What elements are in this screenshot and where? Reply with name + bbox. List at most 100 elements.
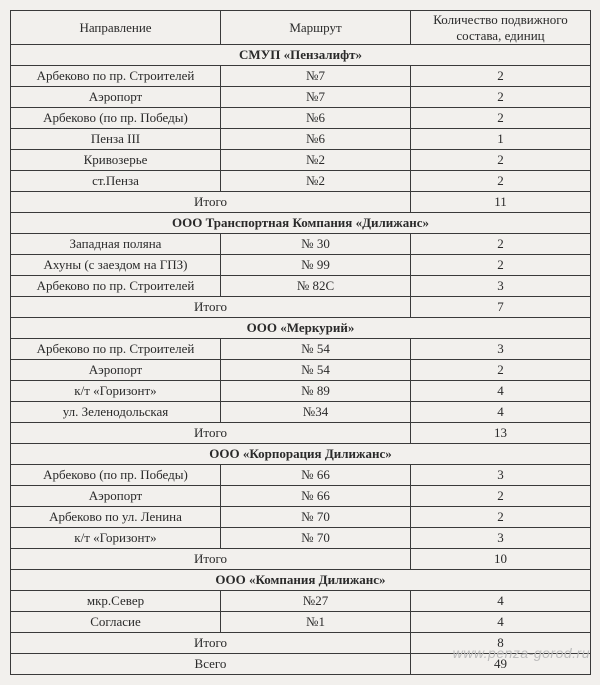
cell-route: №27 — [221, 591, 411, 612]
table-row: к/т «Горизонт»№ 703 — [11, 528, 591, 549]
table-row: Арбеково по пр. Строителей№ 543 — [11, 339, 591, 360]
table-row: Арбеково по ул. Ленина№ 702 — [11, 507, 591, 528]
table-row: мкр.Север№274 — [11, 591, 591, 612]
table-row: Аэропорт№ 662 — [11, 486, 591, 507]
table-row: Арбеково по пр. Строителей№72 — [11, 66, 591, 87]
table-row: Арбеково (по пр. Победы)№62 — [11, 108, 591, 129]
table-row: Кривозерье№22 — [11, 150, 591, 171]
subtotal-label: Итого — [11, 549, 411, 570]
cell-route: №6 — [221, 108, 411, 129]
cell-count: 2 — [411, 507, 591, 528]
subtotal-label: Итого — [11, 192, 411, 213]
cell-count: 3 — [411, 339, 591, 360]
section-header-row: ООО «Компания Дилижанс» — [11, 570, 591, 591]
cell-count: 2 — [411, 255, 591, 276]
section-header-row: ООО Транспортная Компания «Дилижанс» — [11, 213, 591, 234]
table-row: Аэропорт№ 542 — [11, 360, 591, 381]
cell-direction: Аэропорт — [11, 486, 221, 507]
section-title: ООО Транспортная Компания «Дилижанс» — [11, 213, 591, 234]
cell-direction: Западная поляна — [11, 234, 221, 255]
table-row: Западная поляна№ 302 — [11, 234, 591, 255]
cell-route: №2 — [221, 150, 411, 171]
section-title: ООО «Корпорация Дилижанс» — [11, 444, 591, 465]
cell-route: №34 — [221, 402, 411, 423]
section-header-row: СМУП «Пензалифт» — [11, 45, 591, 66]
cell-route: № 82С — [221, 276, 411, 297]
subtotal-row: Итого7 — [11, 297, 591, 318]
cell-count: 4 — [411, 381, 591, 402]
cell-direction: к/т «Горизонт» — [11, 381, 221, 402]
subtotal-value: 8 — [411, 633, 591, 654]
routes-table: НаправлениеМаршрутКоличество подвижного … — [10, 10, 591, 675]
cell-count: 2 — [411, 486, 591, 507]
grand-total-value: 49 — [411, 654, 591, 675]
cell-direction: ул. Зеленодольская — [11, 402, 221, 423]
cell-count: 4 — [411, 402, 591, 423]
cell-route: № 70 — [221, 528, 411, 549]
cell-count: 2 — [411, 234, 591, 255]
cell-route: №2 — [221, 171, 411, 192]
table-row: к/т «Горизонт»№ 894 — [11, 381, 591, 402]
section-header-row: ООО «Корпорация Дилижанс» — [11, 444, 591, 465]
cell-count: 2 — [411, 66, 591, 87]
cell-route: №1 — [221, 612, 411, 633]
subtotal-value: 7 — [411, 297, 591, 318]
grand-total-row: Всего49 — [11, 654, 591, 675]
header-count: Количество подвижного состава, единиц — [411, 11, 591, 45]
cell-direction: Арбеково по ул. Ленина — [11, 507, 221, 528]
cell-direction: Пенза III — [11, 129, 221, 150]
section-title: СМУП «Пензалифт» — [11, 45, 591, 66]
cell-route: № 66 — [221, 486, 411, 507]
table-row: Аэропорт№72 — [11, 87, 591, 108]
cell-direction: Аэропорт — [11, 87, 221, 108]
cell-count: 2 — [411, 150, 591, 171]
table-row: Согласие№14 — [11, 612, 591, 633]
table-row: ст.Пенза№22 — [11, 171, 591, 192]
cell-direction: Кривозерье — [11, 150, 221, 171]
section-header-row: ООО «Меркурий» — [11, 318, 591, 339]
cell-direction: Арбеково (по пр. Победы) — [11, 108, 221, 129]
cell-direction: мкр.Север — [11, 591, 221, 612]
cell-count: 4 — [411, 612, 591, 633]
cell-direction: Арбеково (по пр. Победы) — [11, 465, 221, 486]
cell-direction: Согласие — [11, 612, 221, 633]
cell-route: № 99 — [221, 255, 411, 276]
cell-direction: Ахуны (с заездом на ГПЗ) — [11, 255, 221, 276]
cell-count: 4 — [411, 591, 591, 612]
header-direction: Направление — [11, 11, 221, 45]
subtotal-label: Итого — [11, 423, 411, 444]
cell-direction: Арбеково по пр. Строителей — [11, 66, 221, 87]
cell-count: 3 — [411, 465, 591, 486]
table-row: Арбеково по пр. Строителей№ 82С3 — [11, 276, 591, 297]
table-row: Пенза III№61 — [11, 129, 591, 150]
table-header-row: НаправлениеМаршрутКоличество подвижного … — [11, 11, 591, 45]
subtotal-label: Итого — [11, 633, 411, 654]
subtotal-row: Итого10 — [11, 549, 591, 570]
cell-direction: ст.Пенза — [11, 171, 221, 192]
cell-route: № 30 — [221, 234, 411, 255]
cell-route: № 89 — [221, 381, 411, 402]
cell-route: № 66 — [221, 465, 411, 486]
cell-route: № 70 — [221, 507, 411, 528]
subtotal-value: 10 — [411, 549, 591, 570]
cell-route: №7 — [221, 87, 411, 108]
subtotal-label: Итого — [11, 297, 411, 318]
cell-direction: к/т «Горизонт» — [11, 528, 221, 549]
grand-total-label: Всего — [11, 654, 411, 675]
cell-count: 3 — [411, 528, 591, 549]
subtotal-value: 13 — [411, 423, 591, 444]
cell-direction: Арбеково по пр. Строителей — [11, 339, 221, 360]
header-route: Маршрут — [221, 11, 411, 45]
section-title: ООО «Компания Дилижанс» — [11, 570, 591, 591]
cell-count: 2 — [411, 87, 591, 108]
cell-count: 2 — [411, 108, 591, 129]
subtotal-value: 11 — [411, 192, 591, 213]
cell-route: № 54 — [221, 360, 411, 381]
table-row: Ахуны (с заездом на ГПЗ)№ 992 — [11, 255, 591, 276]
cell-count: 2 — [411, 360, 591, 381]
cell-count: 1 — [411, 129, 591, 150]
table-row: Арбеково (по пр. Победы)№ 663 — [11, 465, 591, 486]
cell-route: №7 — [221, 66, 411, 87]
subtotal-row: Итого13 — [11, 423, 591, 444]
subtotal-row: Итого11 — [11, 192, 591, 213]
